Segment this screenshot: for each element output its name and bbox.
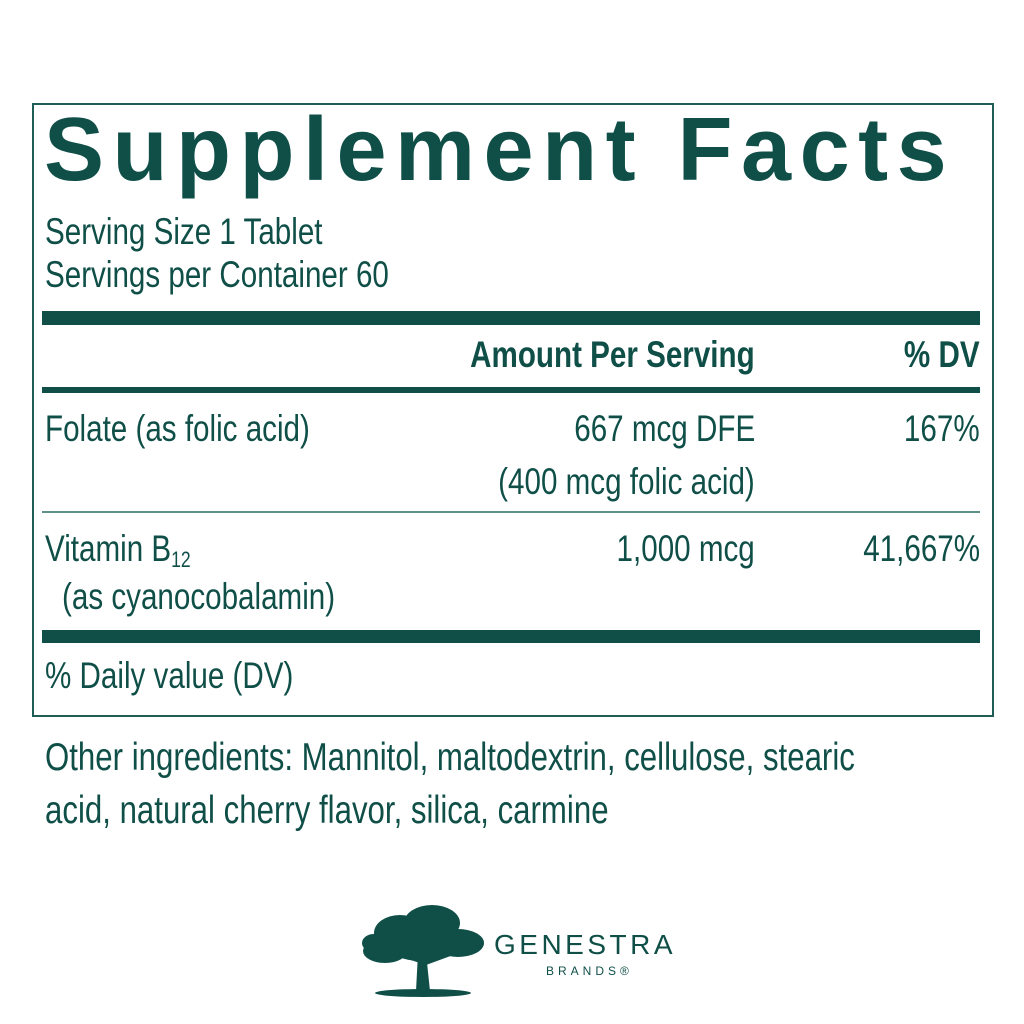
brand-sub: BRANDS® <box>546 964 633 978</box>
medium-divider <box>42 387 980 393</box>
supplement-facts-panel <box>32 103 994 717</box>
row-b12-note: (as cyanocobalamin) <box>62 576 336 617</box>
thin-divider <box>42 511 980 513</box>
servings-per-container: Servings per Container 60 <box>45 254 389 295</box>
tree-icon <box>362 905 484 997</box>
row-b12-name-text: Vitamin B <box>45 528 172 569</box>
serving-size: Serving Size 1 Tablet <box>45 211 323 252</box>
other-ingredients-line-2: acid, natural cherry flavor, silica, car… <box>45 789 609 832</box>
panel-title: Supplement Facts <box>44 100 956 200</box>
row-b12-name: Vitamin B12 <box>45 530 191 571</box>
header-amount: Amount Per Serving <box>470 334 755 375</box>
row-folate-amount-note: (400 mcg folic acid) <box>498 461 755 502</box>
row-b12-dv: 41,667% <box>863 528 980 569</box>
row-folate-name: Folate (as folic acid) <box>45 408 310 449</box>
brand-name: GENESTRA <box>494 929 677 960</box>
row-b12-subscript: 12 <box>171 547 191 572</box>
other-ingredients-line-1: Other ingredients: Mannitol, maltodextri… <box>45 736 855 779</box>
row-folate-dv: 167% <box>904 408 980 449</box>
footnote: % Daily value (DV) <box>45 655 294 696</box>
row-b12-amount: 1,000 mcg <box>616 528 755 569</box>
row-folate-amount: 667 mcg DFE <box>574 408 755 449</box>
thick-divider <box>42 311 980 325</box>
thick-divider-bottom <box>42 630 980 643</box>
brand-logo: GENESTRA BRANDS® <box>360 903 673 1003</box>
header-dv: % DV <box>904 334 980 375</box>
